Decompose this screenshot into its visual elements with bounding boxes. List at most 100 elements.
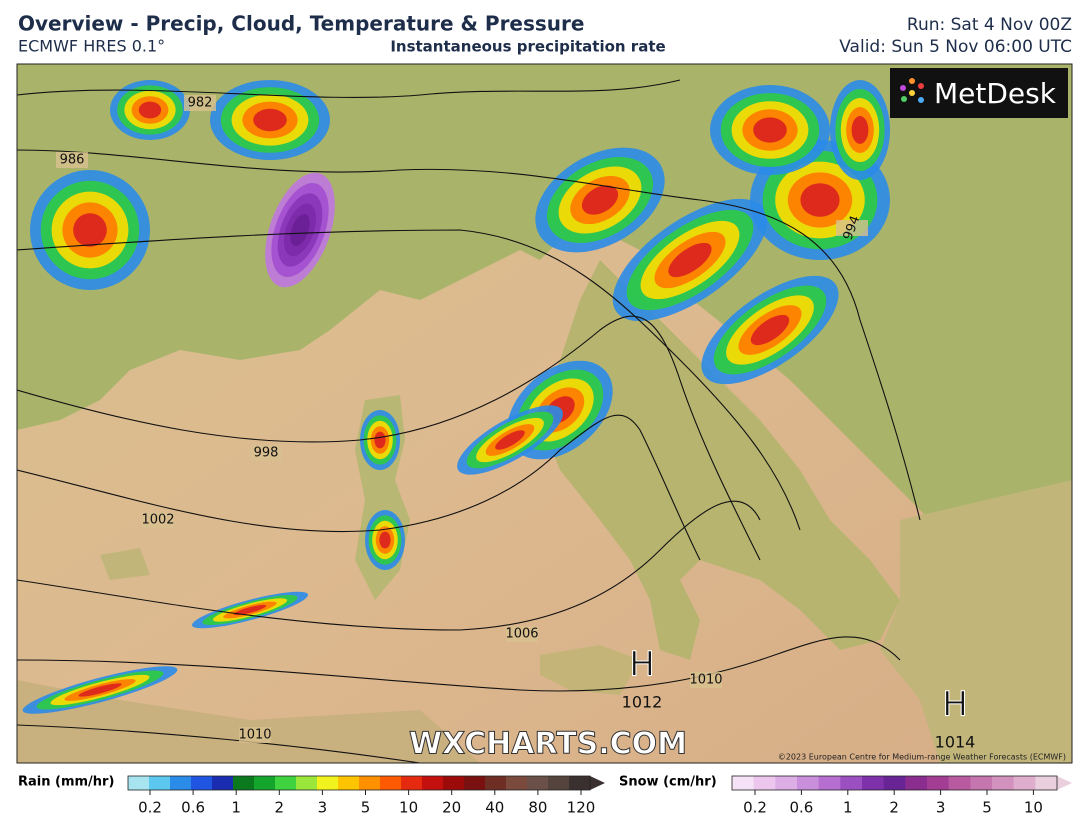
isobar-label: 1010 — [689, 673, 722, 688]
precip-cell — [290, 213, 310, 247]
model: ECMWF HRES 0.1° — [18, 37, 165, 56]
legend-swatch — [191, 776, 213, 790]
legend-swatch — [905, 776, 928, 790]
isobar-label-bg — [239, 727, 271, 743]
legend-swatch — [422, 776, 444, 790]
legend-label: 5 — [982, 799, 992, 817]
valid-time: Valid: Sun 5 Nov 06:00 UTC — [839, 37, 1072, 57]
legend-swatch — [506, 776, 528, 790]
legend-swatch — [732, 776, 755, 790]
precip-cell — [73, 213, 107, 247]
isobar — [17, 79, 681, 98]
land-sicily — [540, 645, 640, 695]
isobars — [17, 79, 921, 763]
legend-label: 1 — [231, 799, 241, 817]
precip-cell — [750, 314, 790, 346]
legend-label: 2 — [275, 799, 285, 817]
legend-label: 3 — [318, 799, 328, 817]
legend-label: 5 — [361, 799, 371, 817]
rain-legend-title: Rain (mm/hr) — [18, 775, 114, 790]
legend-swatch — [840, 776, 863, 790]
precip-cell — [753, 117, 787, 143]
isobar-label: 1010 — [238, 728, 271, 743]
legend-swatch — [212, 776, 234, 790]
legend-swatch — [927, 776, 950, 790]
snow-legend-title: Snow (cm/hr) — [619, 775, 717, 790]
legend-swatch — [970, 776, 993, 790]
land-balkans — [880, 480, 1072, 763]
precip-cell — [851, 116, 869, 144]
isobar-label-bg — [250, 445, 282, 461]
isobar — [17, 229, 801, 531]
precip-cell — [581, 185, 619, 215]
legend-border — [127, 775, 591, 791]
isobar-label-bg — [56, 152, 88, 168]
legend-swatch — [527, 776, 549, 790]
legend-label: 1 — [843, 799, 853, 817]
legend-label: 0.2 — [743, 799, 767, 817]
run-time: Run: Sat 4 Nov 00Z — [907, 15, 1072, 35]
legend-arrow — [590, 776, 605, 790]
isobar — [17, 414, 701, 561]
isobar — [17, 724, 421, 763]
legend-swatch — [149, 776, 171, 790]
legend-label: 0.6 — [181, 799, 205, 817]
legend-swatch — [170, 776, 192, 790]
legend-swatch — [1013, 776, 1036, 790]
legend-swatch — [401, 776, 423, 790]
legend-swatch — [992, 776, 1015, 790]
isobar-label: 986 — [60, 153, 85, 168]
isobar-label-bg — [836, 220, 868, 236]
isobar-label: 1006 — [505, 627, 538, 642]
isobar — [17, 315, 761, 561]
legend-swatch — [775, 776, 798, 790]
legend-label: 40 — [485, 799, 504, 817]
legend-swatch — [862, 776, 885, 790]
land-africa — [17, 680, 480, 763]
isobar-label: 998 — [254, 446, 279, 461]
legend-swatch — [818, 776, 841, 790]
isobar-label-bg — [690, 672, 722, 688]
precip-cell — [495, 430, 525, 450]
legend-label: 120 — [567, 799, 596, 817]
isobar — [17, 636, 901, 692]
centre-value: 1012 — [622, 693, 663, 712]
isobar — [17, 149, 921, 521]
copyright: ©2023 European Centre for Medium-range W… — [778, 753, 1066, 762]
legend-swatch — [883, 776, 906, 790]
legend-swatch — [948, 776, 971, 790]
legend-arrow — [1057, 776, 1072, 790]
legends: 0.2 0.6 1 2 3 5 10 20 40 80 120 0.2 0.6 1 2 3 5 10 — [127, 775, 1072, 817]
legend-label: 0.6 — [789, 799, 813, 817]
legend-swatch — [296, 776, 318, 790]
watermark: WXCHARTS.COM — [409, 727, 687, 762]
legend-swatch — [443, 776, 465, 790]
precip-cell — [138, 101, 162, 119]
field: Instantaneous precipitation rate — [390, 38, 665, 56]
land-italy — [540, 260, 900, 660]
legend-label: 0.2 — [138, 799, 162, 817]
centre-symbol: H — [942, 685, 968, 725]
logo-box — [890, 68, 1068, 118]
precip-cell — [379, 531, 391, 549]
centre-symbol: H — [629, 645, 655, 685]
precip-cell — [800, 183, 840, 217]
legend-label: 20 — [442, 799, 461, 817]
legend-swatch — [485, 776, 507, 790]
isobar — [17, 500, 761, 631]
legend-label: 10 — [1024, 799, 1043, 817]
legend-swatch — [569, 776, 591, 790]
legend-swatch — [359, 776, 381, 790]
legend-swatch — [380, 776, 402, 790]
map-frame — [16, 63, 1073, 764]
legend-swatch — [464, 776, 486, 790]
legend-swatch — [1035, 776, 1058, 790]
logo-icon — [900, 78, 924, 103]
legend-swatch — [317, 776, 339, 790]
isobar-label: 982 — [188, 96, 213, 111]
isobar-label-bg — [506, 626, 538, 642]
precip-cell — [233, 604, 267, 616]
